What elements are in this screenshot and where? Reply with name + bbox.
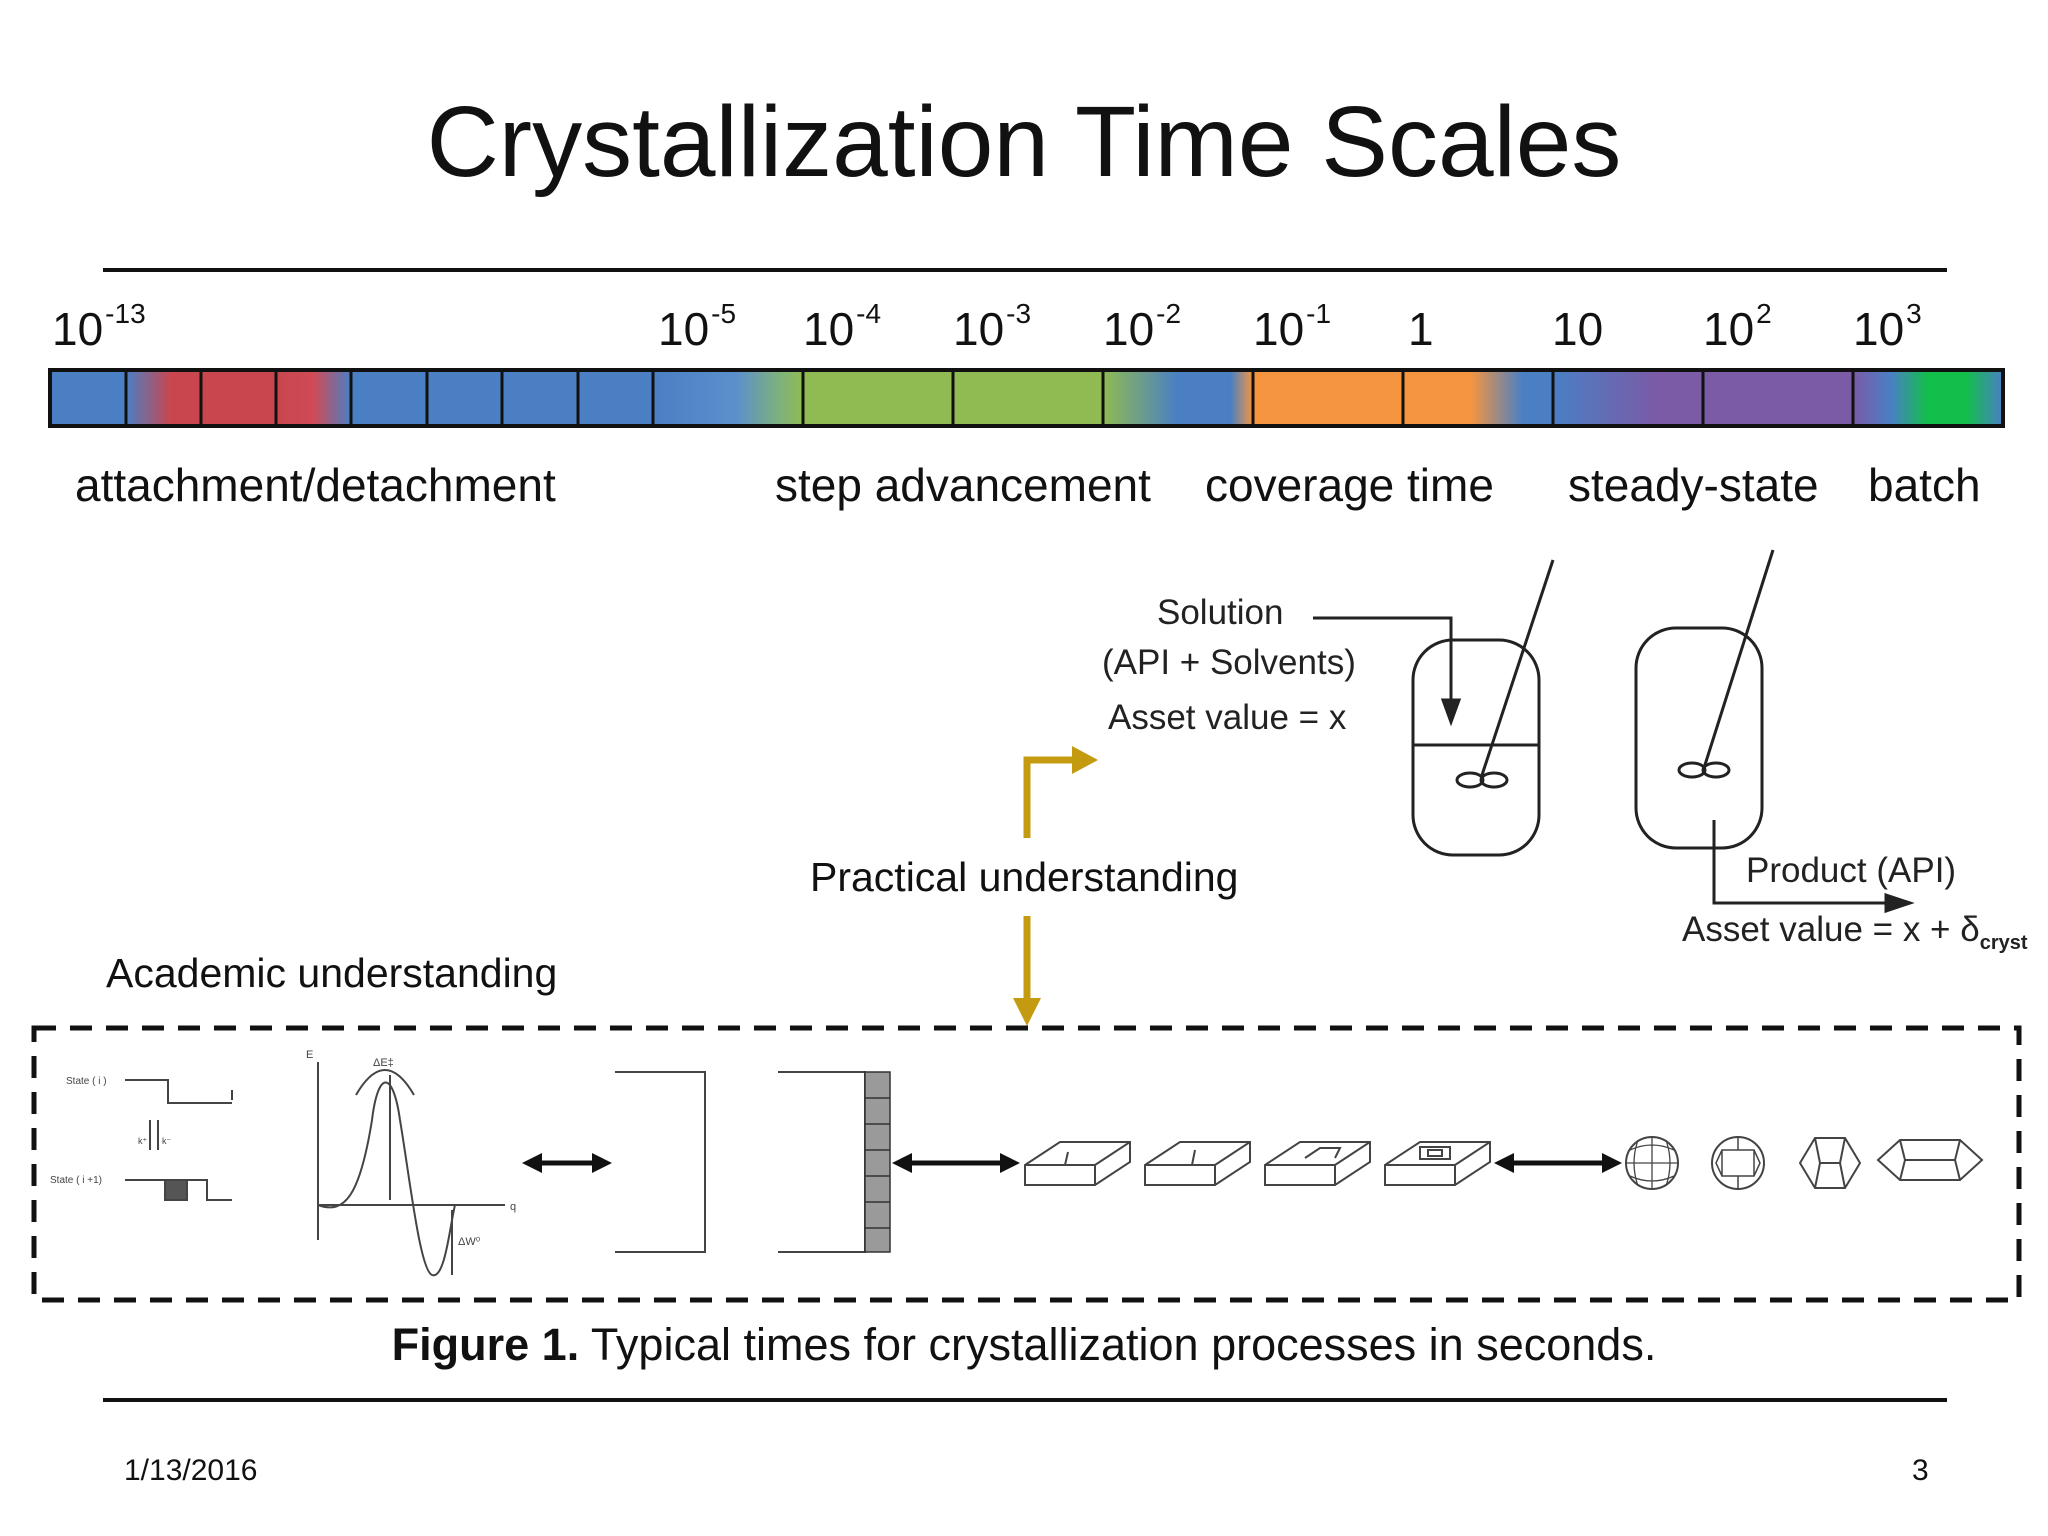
product-label: Product (API) [1746,851,1957,890]
asset-value-out-label: Asset value = x + δcryst [1682,910,2028,954]
q-axis-label: q [510,1201,516,1213]
bottom-divider [103,1398,1947,1402]
asset-value-in-label: Asset value = x [1108,698,1347,737]
process-label: step advancement [775,459,1151,511]
solution-label: Solution [1157,593,1284,632]
tick-label: 10 [1552,303,1604,355]
process-label: attachment/detachment [75,459,556,511]
process-label: coverage time [1205,459,1494,511]
surface-sketch [615,1071,866,1253]
work-label: ΔW⁰ [458,1236,481,1248]
academic-understanding-label: Academic understanding [106,950,558,996]
state-transition-sketch [125,1079,233,1201]
figure-caption: Figure 1. Typical times for crystallizat… [391,1319,1657,1370]
footer-date: 1/13/2016 [124,1454,258,1487]
crystal-growth-shapes [1625,1136,1984,1190]
energy-axis-label: E [306,1049,313,1061]
tick-label: 10-4 [803,298,882,355]
top-divider [103,268,1947,272]
activation-energy-label: ΔE‡ [373,1057,394,1069]
academic-frame [31,1025,2022,1303]
adsorbed-layer [864,1071,891,1253]
tick-label: 10-5 [658,298,737,355]
reactor-vessel-product [1634,549,1915,914]
reactor-vessel-solution [1313,559,1555,857]
timescale-bar [48,368,2005,428]
tick-label: 102 [1703,298,1772,355]
tick-label: 10-1 [1253,298,1332,355]
double-arrows [522,1153,1622,1173]
page-number: 3 [1912,1454,1929,1487]
k-plus-label: k⁺ [138,1136,148,1146]
tick-label: 10-3 [953,298,1032,355]
k-minus-label: k⁻ [162,1136,172,1146]
tick-label: 10-13 [52,298,146,355]
practical-arrows [1013,746,1098,1026]
process-label: batch [1868,459,1981,511]
step-advancement-slabs [1024,1141,1491,1186]
solution-composition-label: (API + Solvents) [1102,643,1356,682]
state-i1-label: State ( i +1) [50,1175,102,1186]
tick-label: 103 [1853,298,1922,355]
tick-label: 1 [1408,303,1434,355]
state-i-label: State ( i ) [66,1076,107,1087]
slide-title: Crystallization Time Scales [426,86,1622,198]
tick-label: 10-2 [1103,298,1182,355]
process-label: steady-state [1568,459,1819,511]
energy-barrier-plot [317,1062,505,1277]
practical-understanding-label: Practical understanding [810,854,1239,900]
